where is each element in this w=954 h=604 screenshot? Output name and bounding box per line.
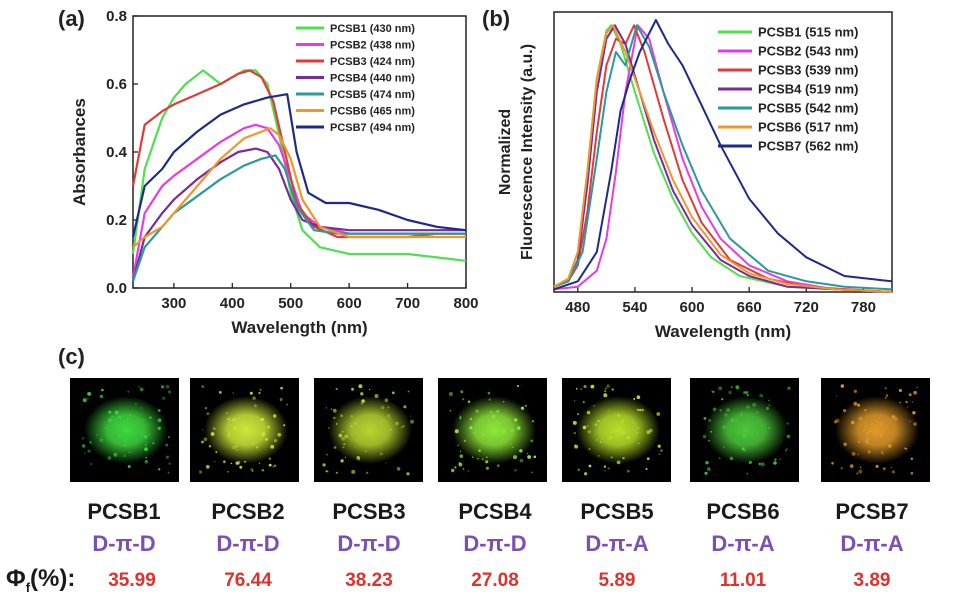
sample-name: PCSB5 xyxy=(580,499,654,524)
panel-a-label: (a) xyxy=(58,6,85,31)
powder-glow xyxy=(322,384,414,476)
legend-label: PCSB4 (440 nm) xyxy=(330,72,415,84)
quantum-yield-value: 38.23 xyxy=(345,570,393,591)
sample-name: PCSB2 xyxy=(211,499,285,524)
y-axis-label-line2: Fluorescence Intensity (a.u.) xyxy=(519,44,536,260)
fluorescence-chart: 480 540 600 660 720 780 Wavelength (nm) Normali… xyxy=(497,11,893,341)
y-tick-label: 0.8 xyxy=(106,8,127,25)
series-line-2 xyxy=(553,24,893,293)
plot-frame xyxy=(132,15,467,289)
x-tick-label: 700 xyxy=(395,295,420,312)
quantum-yield-value: 11.01 xyxy=(719,570,767,591)
powder-glow xyxy=(572,384,663,476)
x-tick-label: 500 xyxy=(278,295,303,312)
sample-name: PCSB3 xyxy=(332,499,406,524)
sample-type: D-π-A xyxy=(711,531,775,556)
series-line-4 xyxy=(131,147,466,282)
legend-label: PCSB1 (430 nm) xyxy=(330,23,415,35)
x-tick-label: 780 xyxy=(851,299,876,316)
legend-label: PCSB6 (517 nm) xyxy=(758,120,858,135)
powder-glow xyxy=(831,384,919,475)
x-tick-label: 400 xyxy=(220,295,245,312)
sample-photo-pcsb3 xyxy=(314,378,423,482)
legend-label: PCSB7 (562 nm) xyxy=(758,139,858,154)
series-line-5 xyxy=(553,24,893,291)
sample-name: PCSB7 xyxy=(835,499,909,524)
y-axis-label: Absorbances xyxy=(70,98,89,206)
legend-label: PCSB6 (465 nm) xyxy=(330,105,415,117)
x-tick-label: 600 xyxy=(680,299,705,316)
panel-b-label: (b) xyxy=(482,6,511,31)
legend-label: PCSB2 (438 nm) xyxy=(330,39,415,51)
x-tick-label: 600 xyxy=(337,295,362,312)
x-tick-label: 480 xyxy=(565,299,590,316)
legend-label: PCSB7 (494 nm) xyxy=(330,122,415,134)
series-line-6 xyxy=(132,127,466,249)
x-tick-label: 660 xyxy=(737,299,762,316)
x-tick-label: 540 xyxy=(622,299,647,316)
legend-label: PCSB3 (539 nm) xyxy=(758,63,858,78)
sample-photo-pcsb1 xyxy=(70,378,179,482)
sample-name: PCSB4 xyxy=(458,499,532,524)
sample-type: D-π-A xyxy=(840,531,904,556)
legend-label: PCSB4 (519 nm) xyxy=(758,82,858,97)
sample-name: PCSB1 xyxy=(87,499,161,524)
y-axis-label-line1: Normalized xyxy=(497,109,514,195)
sample-type: D-π-D xyxy=(337,531,401,556)
legend-label: PCSB3 (424 nm) xyxy=(330,56,415,68)
y-tick-label: 0.6 xyxy=(106,76,127,93)
plot-frame xyxy=(553,11,893,293)
y-tick-label: 0.4 xyxy=(106,144,128,161)
panel-c-label: (c) xyxy=(58,344,85,369)
legend-label: PCSB5 (474 nm) xyxy=(330,89,415,101)
y-tick-label: 0.2 xyxy=(106,212,127,229)
quantum-yield-value: 5.89 xyxy=(598,570,636,591)
y-tick-label: 0.0 xyxy=(106,280,127,297)
quantum-yield-label: Φf(%): xyxy=(6,565,76,595)
sample-photo-pcsb6 xyxy=(690,378,799,482)
sample-type: D-π-D xyxy=(92,531,156,556)
sample-photo-pcsb4 xyxy=(438,378,547,482)
series-line-7 xyxy=(131,93,467,238)
sample-type: D-π-D xyxy=(463,531,527,556)
x-tick-label: 720 xyxy=(794,299,819,316)
quantum-yield-value: 76.44 xyxy=(224,570,272,591)
x-tick-label: 800 xyxy=(453,295,478,312)
absorbance-chart: 300 400 500 600 700 800 0.0 0.2 0.4 0.6 0.8 Wavelen… xyxy=(70,8,479,337)
powder-glow xyxy=(448,384,537,474)
sample-name: PCSB6 xyxy=(706,499,780,524)
x-axis-label: Wavelength (nm) xyxy=(655,322,791,341)
series-line-7 xyxy=(553,19,893,291)
quantum-yield-value: 3.89 xyxy=(853,570,891,591)
series-line-6 xyxy=(553,24,893,293)
legend-label: PCSB2 (543 nm) xyxy=(758,44,858,59)
sample-type: D-π-D xyxy=(216,531,280,556)
series-line-3 xyxy=(553,24,893,293)
powder-glow xyxy=(199,385,288,474)
sample-photo-pcsb7 xyxy=(821,378,930,482)
powder-glow xyxy=(81,384,171,474)
sample-type: D-π-A xyxy=(585,531,649,556)
x-tick-label: 300 xyxy=(161,295,186,312)
quantum-yield-value: 35.99 xyxy=(108,570,156,591)
sample-photo-pcsb2 xyxy=(190,378,299,482)
quantum-yield-value: 27.08 xyxy=(471,570,519,591)
x-axis-label: Wavelength (nm) xyxy=(231,318,367,337)
legend-label: PCSB5 (542 nm) xyxy=(758,101,858,116)
powder-glow xyxy=(702,385,791,475)
legend-label: PCSB1 (515 nm) xyxy=(758,25,858,40)
sample-photo-pcsb5 xyxy=(562,378,671,482)
